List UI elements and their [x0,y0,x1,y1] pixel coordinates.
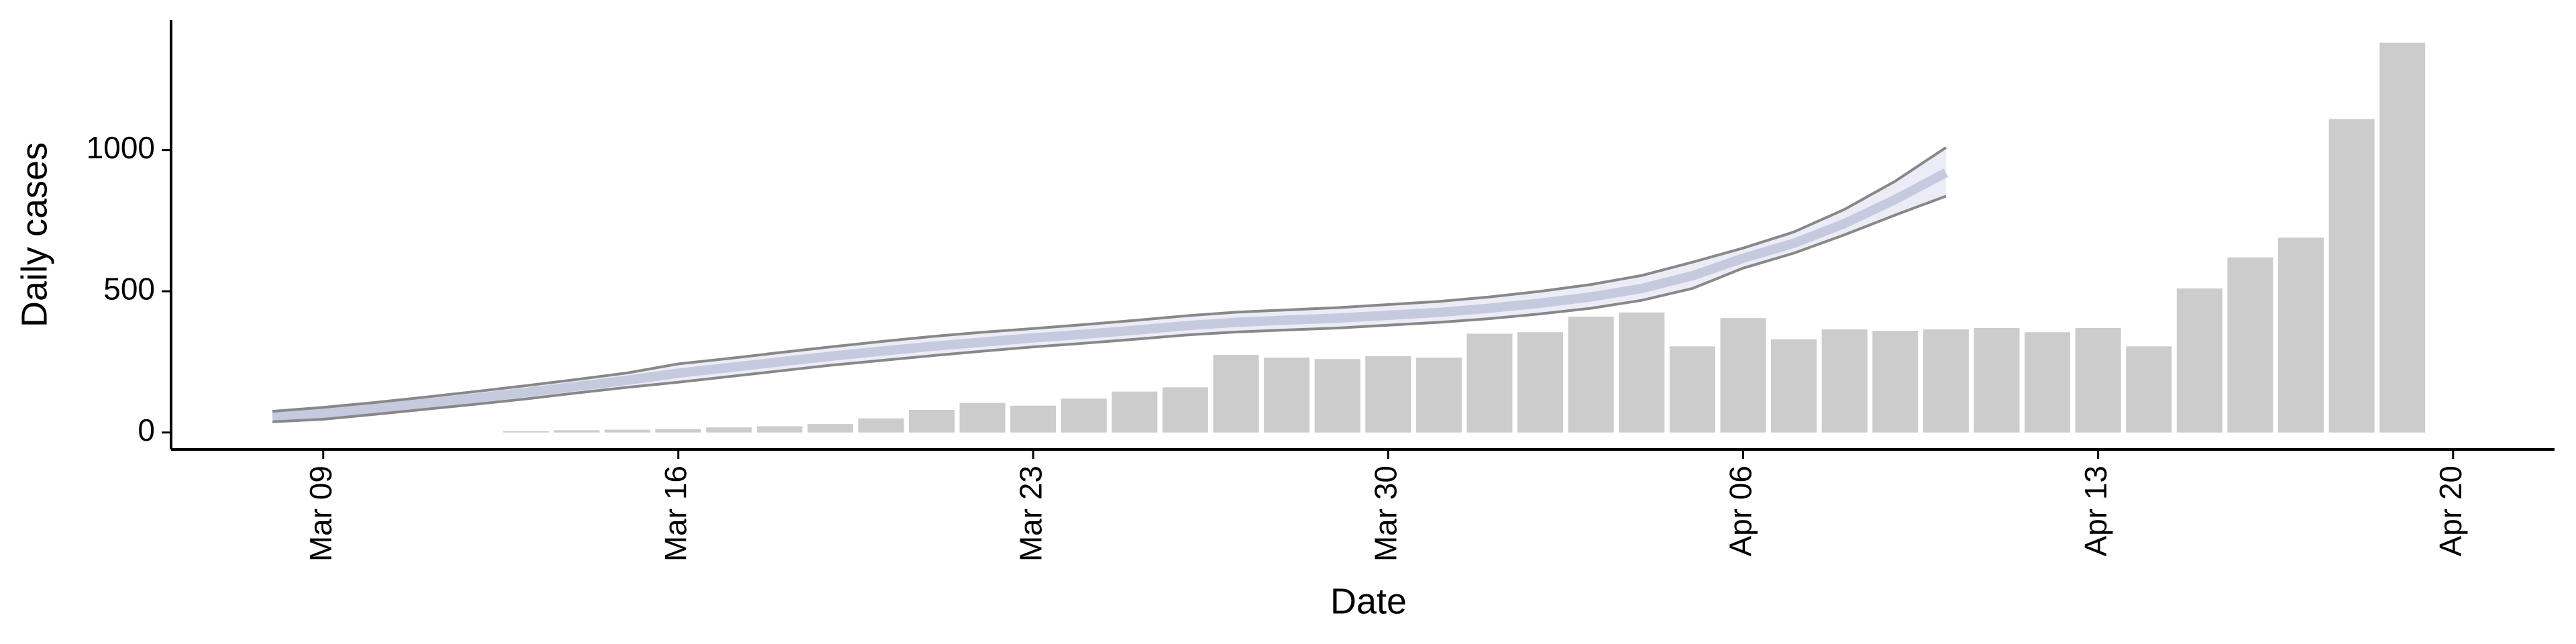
bar [503,431,549,433]
bar [1771,339,1817,433]
bar [1061,398,1107,433]
y-axis-title: Daily cases [14,142,54,327]
bar [655,429,701,433]
bar [1821,329,1868,433]
bar [2227,257,2273,433]
x-tick-label: Mar 23 [1013,466,1048,561]
bar [1162,387,1208,433]
x-tick-label: Mar 30 [1368,466,1403,561]
y-tick-label: 1000 [87,130,155,165]
forecast-upper [272,146,1947,413]
bar [1720,318,1766,433]
bar [1619,312,1665,433]
x-axis-title: Date [1330,581,1407,621]
bar [807,424,853,433]
bar [1010,405,1057,433]
bar [553,430,600,433]
forecast-lower [272,195,1947,423]
bar [1415,358,1462,433]
bar [1365,356,1411,433]
x-tick-label: Mar 09 [303,466,338,561]
bar [908,410,955,433]
bar [1974,327,2020,433]
x-tick-label: Mar 16 [658,466,693,561]
bar [1517,332,1564,433]
x-tick-label: Apr 13 [2078,466,2113,557]
bar [1314,359,1360,433]
bar [2176,288,2222,433]
bar [1568,317,1614,433]
x-tick-label: Apr 06 [1723,466,1758,557]
bar [706,427,752,433]
bar [757,426,803,433]
bar [858,418,904,433]
bar [604,429,651,433]
bar [1669,346,1715,433]
y-tick-label: 500 [103,271,155,306]
bar [1112,391,1158,433]
y-tick-label: 0 [138,413,155,447]
bar [959,402,1006,433]
bar [1264,358,1310,433]
bar [2278,237,2324,433]
bar [1213,354,1259,433]
forecast-band [272,147,1946,422]
x-tick-label: Apr 20 [2433,466,2468,557]
bar [1872,331,1919,433]
forecast-median [272,168,1949,422]
bar [1923,329,1969,433]
bar [2328,119,2375,433]
bar [2025,332,2071,433]
bar [2379,42,2426,433]
bar [1466,333,1513,433]
bar [2126,346,2172,433]
bar [2075,327,2121,433]
